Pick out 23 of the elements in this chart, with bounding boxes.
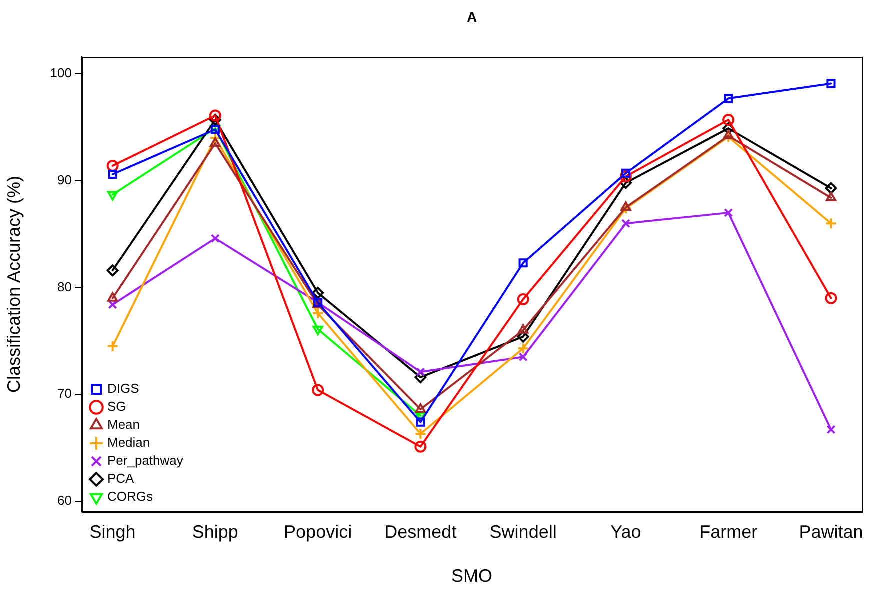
- x-tick-label: Pawitan: [799, 522, 864, 542]
- x-tick-label: Popovici: [284, 522, 352, 542]
- x-tick-label: Swindell: [490, 522, 557, 542]
- y-tick-label: 90: [58, 172, 72, 188]
- y-tick-label: 100: [50, 66, 72, 81]
- x-tick-label: Shipp: [192, 522, 238, 542]
- y-tick-label: 80: [58, 279, 72, 294]
- legend-label: CORGs: [108, 489, 154, 504]
- y-tick-label: 60: [58, 492, 72, 508]
- x-axis-title: SMO: [451, 566, 493, 586]
- x-tick-label: Desmedt: [384, 522, 457, 542]
- legend-label: Mean: [108, 417, 140, 432]
- legend-label: PCA: [108, 471, 135, 486]
- legend-label: Per_pathway: [108, 453, 184, 468]
- legend-label: DIGS: [108, 381, 140, 396]
- y-tick-label: 70: [58, 386, 72, 402]
- x-tick-label: Singh: [90, 522, 136, 542]
- y-axis-title: Classification Accuracy (%): [4, 176, 24, 394]
- x-tick-label: Yao: [610, 522, 642, 542]
- x-tick-label: Farmer: [700, 522, 758, 542]
- chart-title: A: [466, 8, 478, 25]
- legend-label: Median: [108, 435, 150, 450]
- legend-label: SG: [108, 399, 126, 414]
